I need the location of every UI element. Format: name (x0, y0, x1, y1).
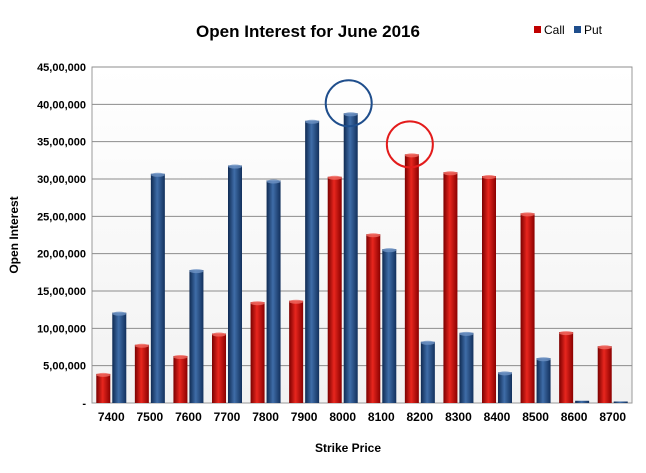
call-bar-cap (134, 343, 149, 348)
x-tick-label: 8200 (407, 410, 434, 424)
call-bar-cap (482, 175, 496, 180)
legend-label-put: Put (584, 23, 603, 37)
call-bar (134, 344, 149, 403)
x-tick-label: 7600 (175, 410, 202, 424)
y-axis-ticks: - 5,00,000 10,00,000 15,00,000 20,00,000 25,0… (37, 62, 86, 410)
call-bar-cap (327, 175, 342, 180)
call-bar (404, 154, 419, 403)
x-tick-label: 7900 (291, 410, 318, 424)
y-tick-label: 5,00,000 (43, 361, 86, 373)
x-tick-label: 8600 (561, 410, 588, 424)
y-tick-label: 30,00,000 (37, 174, 86, 186)
put-bar (459, 332, 474, 403)
call-bar-cap (96, 372, 111, 377)
put-bar (498, 372, 512, 403)
call-bar-cap (250, 301, 265, 306)
put-bar-cap (112, 311, 127, 316)
y-tick-label: 20,00,000 (37, 249, 86, 261)
x-tick-label: 8400 (484, 410, 511, 424)
annotation-circle (324, 79, 373, 128)
call-bar (520, 213, 535, 403)
call-bar (289, 300, 304, 403)
call-bar-cap (289, 299, 304, 304)
call-bar-cap (366, 233, 381, 238)
legend-label-call: Call (544, 23, 565, 37)
call-bar-cap (443, 171, 458, 176)
put-bar (575, 400, 590, 403)
x-tick-label: 8300 (445, 410, 472, 424)
y-axis-label: Open Interest (7, 196, 21, 273)
x-tick-label: 7400 (98, 410, 125, 424)
put-bar-cap (420, 340, 435, 345)
call-bar (250, 302, 265, 403)
x-axis-ticks: 7400 7500 7600 7700 7800 7900 8000 8100 8200 8300… (98, 410, 626, 424)
put-bar (613, 401, 628, 403)
put-bar-cap (189, 269, 204, 274)
x-tick-label: 8500 (522, 410, 549, 424)
put-bar (189, 270, 204, 403)
x-axis-label: Strike Price (315, 441, 381, 455)
put-bar (150, 173, 165, 403)
put-bar (536, 358, 551, 403)
put-bar-cap (228, 164, 242, 169)
x-tick-label: 8700 (599, 410, 626, 424)
y-tick-label: 45,00,000 (37, 62, 86, 74)
call-bar-cap (212, 332, 226, 337)
call-bar (559, 332, 574, 403)
call-bar (173, 355, 188, 403)
put-bar-cap (305, 119, 320, 124)
call-bar (96, 373, 111, 403)
put-bar (112, 312, 127, 403)
y-tick-label: 35,00,000 (37, 137, 86, 149)
annotation-circle (385, 120, 434, 169)
put-bar-cap (536, 357, 551, 362)
call-bar (597, 346, 612, 403)
call-bar-cap (404, 153, 419, 158)
x-tick-label: 8100 (368, 410, 395, 424)
legend: Call Put (534, 23, 603, 37)
y-tick-label: 40,00,000 (37, 99, 86, 111)
put-bar-cap (459, 331, 474, 336)
call-bar (366, 234, 381, 403)
legend-swatch-put (574, 26, 581, 33)
x-tick-label: 8000 (329, 410, 356, 424)
call-bar-cap (597, 345, 612, 350)
x-tick-label: 7500 (137, 410, 164, 424)
call-bar (212, 333, 226, 403)
put-bar-cap (266, 179, 281, 184)
put-bar (305, 120, 320, 403)
put-bar-cap (150, 172, 165, 177)
annotations (324, 79, 434, 169)
put-bar (343, 113, 358, 403)
x-tick-label: 7700 (214, 410, 241, 424)
legend-swatch-call (534, 26, 541, 33)
x-tick-label: 7800 (252, 410, 279, 424)
call-bar-cap (520, 212, 535, 217)
call-bar-cap (559, 331, 574, 336)
call-bar (327, 176, 342, 403)
y-tick-label: 15,00,000 (37, 286, 86, 298)
y-tick-label: 25,00,000 (37, 211, 86, 223)
put-bar (382, 249, 397, 403)
call-bar (482, 176, 496, 403)
call-bar-cap (173, 354, 188, 359)
put-bar-cap (343, 112, 358, 117)
y-tick-label: - (82, 398, 86, 410)
y-tick-label: 10,00,000 (37, 323, 86, 335)
call-bar (443, 172, 458, 403)
bars (96, 112, 628, 403)
put-bar (266, 180, 281, 403)
plot-area (91, 66, 633, 404)
put-bar-cap (498, 371, 512, 376)
put-bar (420, 341, 435, 403)
gridlines (92, 66, 632, 367)
chart-title: Open Interest for June 2016 (196, 22, 420, 41)
put-bar (228, 165, 242, 403)
put-bar-cap (382, 248, 397, 253)
